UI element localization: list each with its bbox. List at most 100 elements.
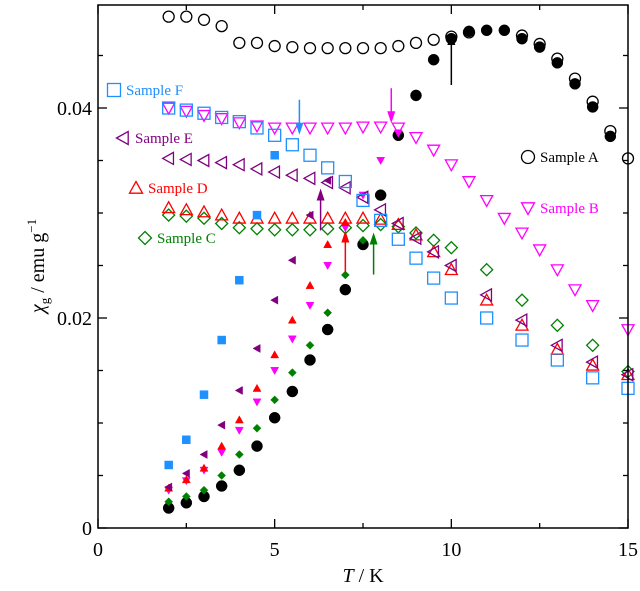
fc-point: [427, 33, 440, 46]
fc-point: [303, 222, 317, 237]
fc-point: [285, 222, 300, 237]
zfc-point: [323, 176, 332, 185]
fc-point: [267, 222, 282, 237]
zfc-point: [586, 101, 599, 113]
fc-point: [302, 171, 316, 186]
zfc-point: [286, 385, 299, 398]
fc-point: [250, 36, 264, 50]
arrow-head: [341, 230, 350, 243]
series-sample-c: [161, 208, 635, 507]
zfc-point: [339, 283, 352, 296]
fc-point: [161, 208, 176, 223]
fc-point: [268, 39, 281, 53]
fc-point: [444, 240, 459, 255]
fc-point: [355, 121, 371, 135]
fc-point: [444, 291, 458, 305]
y-tick-label: 0: [82, 518, 92, 540]
zfc-point: [252, 344, 261, 353]
fc-point: [196, 109, 212, 123]
zfc-point: [251, 440, 263, 452]
fc-point: [373, 217, 388, 232]
zfc-point: [340, 270, 350, 280]
fc-point: [232, 115, 246, 129]
zfc-point: [287, 315, 297, 324]
zfc-point: [199, 450, 208, 459]
fc-point: [426, 244, 440, 259]
legend-marker: [115, 130, 129, 146]
fc-point: [550, 318, 565, 333]
fc-point: [267, 122, 282, 136]
x-axis-label: T / K: [342, 565, 384, 587]
fc-point: [479, 262, 494, 277]
fc-point: [249, 161, 263, 177]
series-sample-f: [162, 99, 635, 470]
zfc-point: [181, 492, 191, 501]
fc-point: [515, 333, 529, 347]
zfc-point: [199, 390, 209, 399]
fc-point: [444, 262, 459, 276]
fc-point: [409, 251, 423, 265]
zfc-point: [181, 468, 190, 478]
fc-point: [180, 10, 193, 23]
fc-point: [214, 155, 228, 170]
x-tick-label: 10: [441, 539, 461, 561]
legend-marker: [106, 82, 122, 98]
fc-point: [286, 40, 299, 54]
x-tick-label: 15: [618, 539, 638, 561]
legend-label: Sample D: [148, 181, 208, 197]
legend-item: Sample C: [137, 230, 216, 247]
zfc-point: [410, 89, 422, 102]
zfc-point: [358, 235, 368, 245]
fc-point: [302, 122, 318, 136]
zfc-point: [305, 280, 315, 289]
zfc-point: [217, 448, 227, 457]
zfc-point: [217, 420, 226, 430]
fc-point: [232, 117, 247, 131]
zfc-point: [234, 386, 243, 395]
zfc-point: [604, 130, 617, 143]
fc-point: [249, 120, 265, 134]
zfc-point: [164, 482, 173, 492]
legend-item: Sample F: [106, 82, 183, 99]
fc-point: [197, 106, 211, 120]
zfc-point: [376, 157, 386, 166]
fc-point: [443, 258, 457, 273]
fc-point: [231, 157, 245, 172]
legend-label: Sample A: [540, 150, 599, 166]
y-axis-label: χg / emu g−1: [24, 219, 52, 315]
zfc-point: [252, 383, 262, 392]
zfc-point: [323, 262, 333, 271]
legend-marker: [137, 230, 153, 246]
fc-point: [355, 210, 371, 224]
fc-point: [338, 174, 352, 189]
fc-point: [267, 210, 282, 224]
fc-point: [233, 36, 246, 50]
fc-point: [161, 200, 176, 214]
zfc-point: [287, 255, 296, 265]
zfc-point: [233, 464, 246, 476]
legend-item: Sample E: [115, 130, 193, 147]
fc-point: [497, 212, 512, 226]
fc-point: [250, 221, 264, 236]
fc-point: [409, 36, 423, 50]
zfc-point: [234, 426, 244, 435]
fc-point: [426, 244, 441, 258]
fc-point: [373, 211, 388, 225]
fc-point: [391, 232, 405, 246]
fc-point: [374, 213, 388, 228]
fc-point: [444, 159, 459, 173]
fc-point: [373, 121, 388, 135]
fc-point: [161, 102, 176, 116]
fc-point: [514, 312, 528, 328]
zfc-point: [270, 395, 280, 405]
fc-point: [479, 194, 494, 208]
arrow-head: [387, 111, 396, 124]
fc-point: [426, 233, 441, 248]
fc-point: [567, 284, 583, 297]
fc-point: [339, 42, 352, 55]
arrow-head: [295, 122, 304, 135]
fc-point: [196, 204, 212, 218]
fc-point: [391, 217, 406, 231]
zfc-point: [305, 210, 314, 220]
legend-label: Sample F: [126, 83, 183, 99]
